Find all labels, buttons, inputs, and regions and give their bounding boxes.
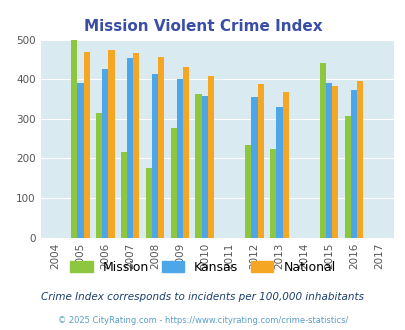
Bar [251,97,257,238]
Bar [127,58,133,238]
Bar [325,83,331,238]
Bar [170,127,176,238]
Bar [71,40,77,238]
Bar [151,74,158,238]
Legend: Mission, Kansas, National: Mission, Kansas, National [66,257,339,278]
Bar [245,145,251,238]
Text: Crime Index corresponds to incidents per 100,000 inhabitants: Crime Index corresponds to incidents per… [41,292,364,302]
Bar [257,84,263,238]
Bar [102,69,108,238]
Bar [158,57,164,238]
Bar [176,79,183,238]
Bar [344,116,350,238]
Bar [145,168,151,238]
Bar [77,83,83,238]
Bar [207,77,213,238]
Bar [350,90,356,238]
Bar [331,86,338,238]
Bar [195,94,201,238]
Bar [121,152,127,238]
Bar [183,67,189,238]
Bar [282,92,288,238]
Bar [319,63,325,238]
Bar [201,96,207,238]
Bar [356,81,362,238]
Bar [276,107,282,238]
Bar [133,53,139,238]
Bar [108,50,114,238]
Bar [269,149,276,238]
Text: © 2025 CityRating.com - https://www.cityrating.com/crime-statistics/: © 2025 CityRating.com - https://www.city… [58,315,347,325]
Bar [96,113,102,238]
Bar [83,52,90,238]
Text: Mission Violent Crime Index: Mission Violent Crime Index [83,19,322,34]
